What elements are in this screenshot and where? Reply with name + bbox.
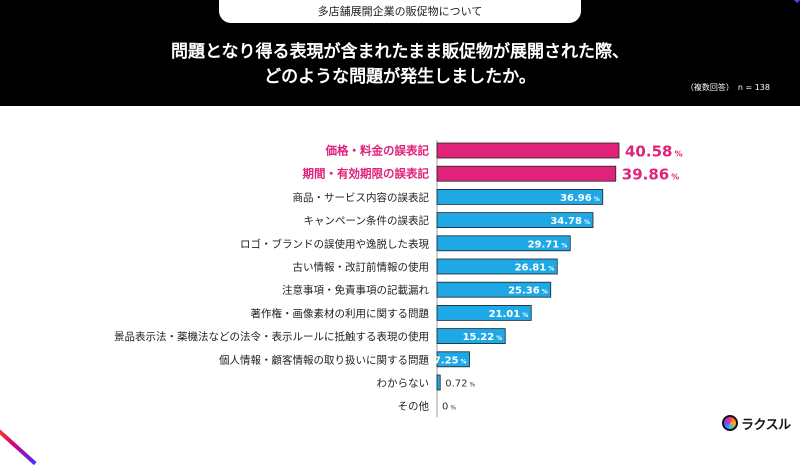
value-label: 7.25%	[434, 355, 467, 366]
bar	[436, 212, 594, 229]
category-label: 著作権・画像素材の利用に関する問題	[251, 307, 430, 320]
header-banner: 多店舗展開企業の販促物について 問題となり得る表現が含まれたまま販促物が展開され…	[0, 0, 800, 106]
category-label: 個人情報・顧客情報の取り扱いに関する問題	[219, 353, 429, 366]
category-label: ロゴ・ブランドの誤使用や逸脱した表現	[240, 237, 429, 250]
bar	[436, 304, 532, 321]
category-label: その他	[398, 400, 430, 413]
category-label: 景品表示法・薬機法などの法令・表示ルールに抵触する表現の使用	[114, 330, 429, 343]
category-label: キャンペーン条件の誤表記	[304, 214, 430, 227]
brand-logo: ラクスル	[722, 412, 791, 434]
brand-logo-mark-icon	[722, 415, 738, 431]
bar	[436, 328, 506, 345]
survey-subtitle: 多店舗展開企業の販促物について	[219, 0, 581, 23]
bar-chart: 価格・料金の誤表記 40.58 % 期間・有効期限の誤表記 39.86 % 商品・サービス内…	[114, 140, 682, 418]
sample-note: （複数回答） n = 138	[685, 83, 770, 92]
value-label: 21.01%	[489, 309, 529, 320]
value-label: 0.72%	[445, 379, 475, 390]
brand-logo-text: ラクスル	[741, 417, 791, 433]
question-line-2: どのような問題が発生しましたか。	[264, 67, 536, 87]
bar	[436, 142, 620, 159]
category-label: 古い情報・改訂前情報の使用	[293, 261, 430, 274]
bar	[436, 165, 617, 182]
category-label: 期間・有効期限の誤表記	[303, 167, 430, 181]
value-label: 29.71%	[528, 239, 568, 250]
bar	[436, 281, 552, 298]
bar	[436, 188, 604, 205]
value-label: 34.78%	[550, 216, 590, 227]
question-title: 問題となり得る表現が含まれたまま販促物が展開された際、 どのような問題が発生しま…	[0, 40, 800, 90]
value-label: 0%	[442, 402, 456, 413]
bar	[436, 351, 470, 368]
category-label: 価格・料金の誤表記	[325, 144, 430, 158]
value-label: 40.58%	[625, 143, 682, 161]
category-label: 注意事項・免責事項の記載漏れ	[282, 284, 429, 297]
bar	[436, 258, 558, 275]
question-line-1: 問題となり得る表現が含まれたまま販促物が展開された際、	[171, 42, 629, 62]
value-label: 26.81%	[515, 263, 555, 274]
bar	[436, 235, 571, 252]
category-label: 商品・サービス内容の誤表記	[293, 191, 430, 204]
category-label: わからない	[377, 378, 430, 390]
value-label: 15.22%	[463, 332, 503, 343]
value-label: 39.86%	[622, 166, 679, 184]
value-label: 25.36%	[508, 286, 548, 297]
bar	[436, 374, 441, 391]
value-label: 36.96%	[560, 193, 600, 204]
